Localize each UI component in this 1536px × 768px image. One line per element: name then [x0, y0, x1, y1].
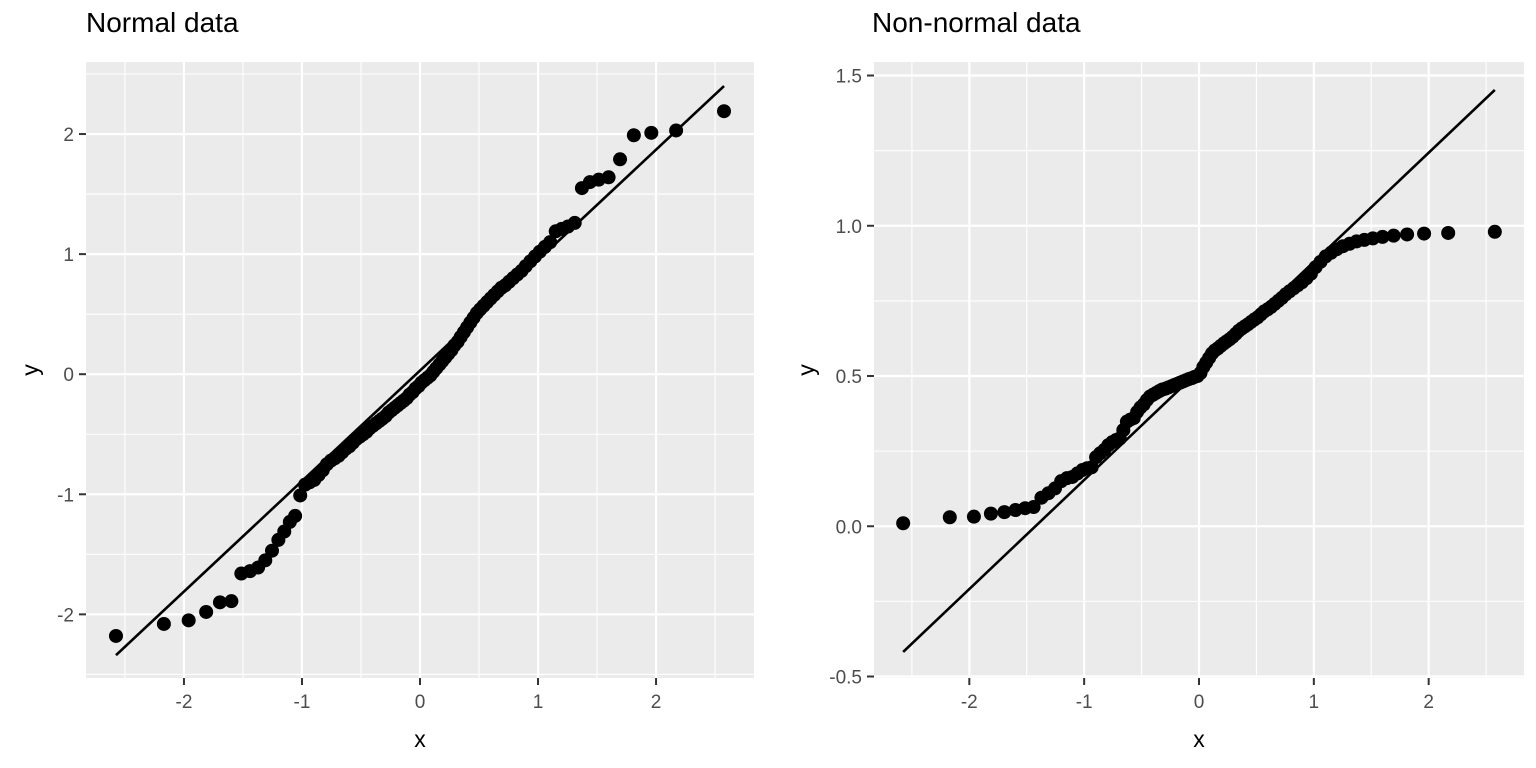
y-tick-label: 1.0: [836, 217, 862, 238]
qq-point: [966, 509, 981, 524]
qq-plot-normal: -2 -1 0 1 2 -2 -1 0 1 2: [57, 62, 754, 713]
qq-point: [265, 543, 280, 558]
y-axis-title: y: [17, 364, 43, 376]
x-tick-label: -1: [294, 692, 311, 713]
qq-point: [626, 128, 641, 143]
qq-point: [288, 508, 303, 523]
qq-point: [224, 594, 239, 609]
qq-point: [1400, 227, 1415, 242]
x-tick-label: 1: [1309, 692, 1320, 713]
qq-point: [212, 595, 227, 610]
x-tick-label: 0: [415, 692, 426, 713]
qq-point: [108, 628, 123, 643]
qq-point: [181, 613, 196, 628]
plot-title-non-normal: Non-normal data: [872, 7, 1081, 38]
qq-point: [567, 215, 582, 230]
qq-point: [1375, 229, 1390, 244]
subplot-normal-data: -2 -1 0 1 2 -2 -1 0 1 2 Normal data x y: [17, 7, 754, 752]
subplot-non-normal-data: -2 -1 0 1 2 -0.5 0.0 0.5 1.0 1.5 Non-normal data …: [768, 0, 1536, 768]
x-tick-label: -2: [961, 692, 978, 713]
x-tick-label: 2: [651, 692, 662, 713]
x-tick-label: -1: [1076, 692, 1093, 713]
y-axis-title: y: [793, 364, 819, 376]
qq-point: [1417, 226, 1432, 241]
y-tick-label: 1.5: [836, 67, 862, 88]
qq-point: [1026, 500, 1041, 515]
qq-point: [942, 510, 957, 525]
qq-point: [613, 152, 628, 167]
x-axis-title: x: [414, 726, 426, 752]
qq-point: [997, 505, 1012, 520]
qq-point: [1386, 228, 1401, 243]
qq-plot-non-normal: -2 -1 0 1 2 -0.5 0.0 0.5 1.0 1.5: [829, 62, 1524, 713]
y-tick-label: 1: [63, 245, 74, 266]
y-tick-label: -0.5: [829, 667, 862, 688]
qq-point: [199, 604, 214, 619]
x-axis-title: x: [1193, 726, 1205, 752]
y-tick-label: 0.0: [836, 517, 862, 538]
y-tick-label: 0.5: [836, 367, 862, 388]
x-tick-label: 1: [533, 692, 544, 713]
x-tick-label: 0: [1194, 692, 1205, 713]
qq-point: [601, 170, 616, 185]
y-tick-label: -2: [57, 605, 74, 626]
qq-point: [896, 516, 911, 531]
qq-point: [293, 488, 308, 503]
y-tick-label: -1: [57, 485, 74, 506]
qq-point: [1487, 224, 1502, 239]
y-tick-label: 2: [63, 125, 74, 146]
qq-reference-line: [902, 88, 1496, 653]
plot-title-normal: Normal data: [86, 7, 239, 38]
y-tick-label: 0: [63, 365, 74, 386]
qq-point: [1441, 225, 1456, 240]
qq-point: [717, 104, 732, 119]
x-tick-label: -2: [176, 692, 193, 713]
qq-point: [983, 506, 998, 521]
qq-point: [644, 125, 659, 140]
qq-point: [156, 616, 171, 631]
qq-reference-line: [115, 85, 725, 657]
x-tick-label: 2: [1423, 692, 1434, 713]
